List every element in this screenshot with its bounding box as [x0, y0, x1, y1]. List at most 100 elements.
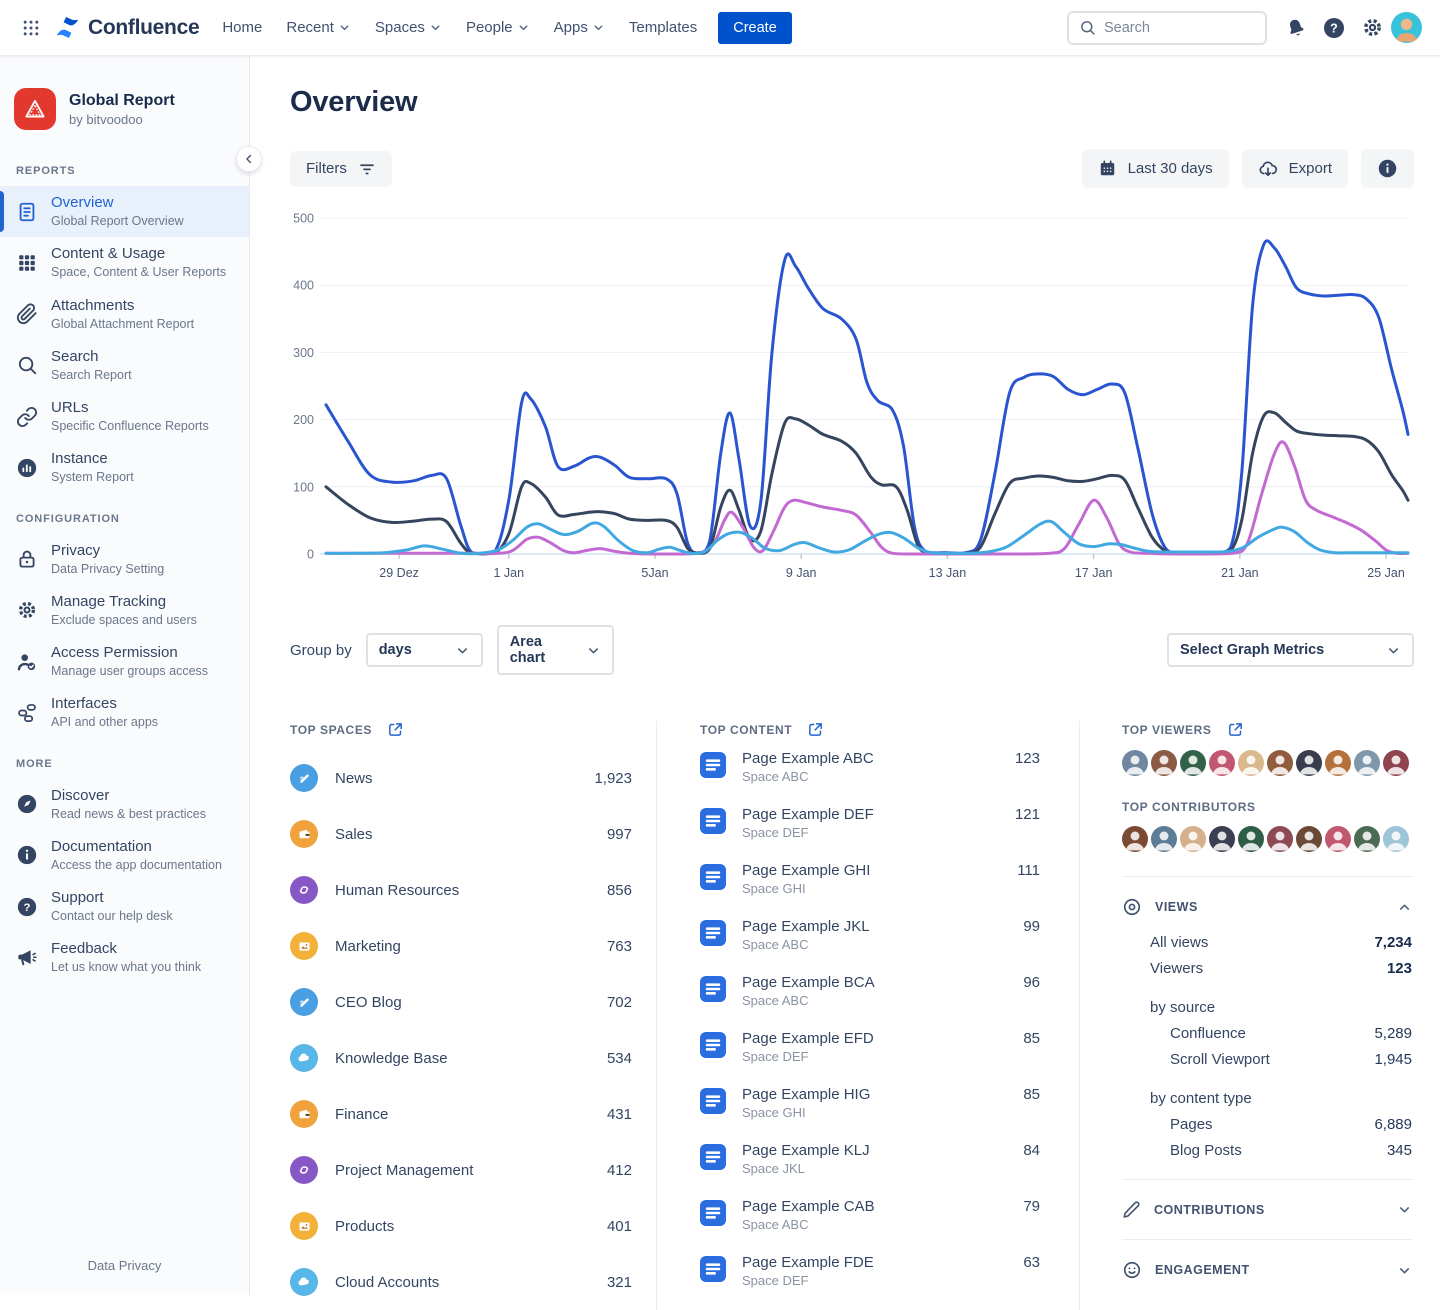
space-row-finance[interactable]: Finance 431 — [290, 1086, 632, 1142]
sidebar-item-attachments[interactable]: Attachments Global Attachment Report — [0, 289, 249, 340]
viewer-avatar[interactable] — [1209, 750, 1235, 776]
group-by-label: Group by — [290, 641, 352, 659]
external-link-icon[interactable] — [1227, 721, 1244, 738]
viewer-avatar[interactable] — [1122, 750, 1148, 776]
page-view-count: 123 — [1014, 750, 1040, 767]
contributor-avatar[interactable] — [1180, 826, 1206, 852]
content-row-page-example-bca[interactable]: Page Example BCA Space ABC 96 — [700, 974, 1040, 1030]
content-row-page-example-def[interactable]: Page Example DEF Space DEF 121 — [700, 806, 1040, 862]
contributor-avatar[interactable] — [1354, 826, 1380, 852]
nav-item-recent[interactable]: Recent — [275, 11, 362, 44]
sidebar-item-content-usage[interactable]: Content & Usage Space, Content & User Rep… — [0, 237, 249, 288]
page-title: Page Example KLJ — [742, 1142, 870, 1159]
space-icon-news — [290, 764, 318, 792]
sidebar-item-feedback[interactable]: Feedback Let us know what you think — [0, 932, 249, 983]
space-row-news[interactable]: News 1,923 — [290, 750, 632, 806]
sidebar-item-overview[interactable]: Overview Global Report Overview — [0, 186, 249, 238]
page-title: Overview — [290, 86, 418, 118]
space-row-ceo-blog[interactable]: CEO Blog 702 — [290, 974, 632, 1030]
chevron-down-icon — [429, 21, 442, 34]
sidebar-item-discover[interactable]: Discover Read news & best practices — [0, 779, 249, 830]
viewer-avatar[interactable] — [1267, 750, 1293, 776]
contributor-avatar[interactable] — [1383, 826, 1409, 852]
viewer-avatar[interactable] — [1325, 750, 1351, 776]
viewer-avatar[interactable] — [1296, 750, 1322, 776]
viewer-avatar[interactable] — [1180, 750, 1206, 776]
space-view-count: 321 — [606, 1273, 632, 1291]
export-button[interactable]: Export — [1241, 149, 1348, 188]
viewer-avatar[interactable] — [1383, 750, 1409, 776]
space-row-products[interactable]: Products 401 — [290, 1198, 632, 1254]
contributor-avatar[interactable] — [1267, 826, 1293, 852]
contributor-avatar[interactable] — [1209, 826, 1235, 852]
sidebar-item-search[interactable]: Search Search Report — [0, 340, 249, 391]
document-icon — [16, 201, 38, 223]
app-switcher-icon[interactable] — [14, 11, 48, 45]
search-box[interactable] — [1067, 10, 1267, 45]
chart-type-select[interactable]: Area chart — [496, 625, 614, 675]
contributor-avatar[interactable] — [1122, 826, 1148, 852]
contributor-avatar[interactable] — [1325, 826, 1351, 852]
contributions-panel-header[interactable]: CONTRIBUTIONS — [1122, 1196, 1412, 1223]
notifications-button[interactable] — [1277, 9, 1315, 47]
sidebar-item-documentation[interactable]: Documentation Access the app documentatio… — [0, 830, 249, 881]
nav-item-people[interactable]: People — [455, 11, 541, 44]
search-input[interactable] — [1104, 19, 1244, 36]
engagement-panel-header[interactable]: ENGAGEMENT — [1122, 1256, 1412, 1284]
nav-item-templates[interactable]: Templates — [628, 19, 698, 36]
top-content-column: TOP CONTENT Page Example ABC Space ABC 123… — [700, 721, 1040, 1310]
sidebar-item-privacy[interactable]: Privacy Data Privacy Setting — [0, 534, 249, 585]
contributor-avatar[interactable] — [1296, 826, 1322, 852]
sidebar-item-interfaces[interactable]: Interfaces API and other apps — [0, 687, 249, 738]
info-button[interactable] — [1361, 149, 1414, 188]
nav-item-apps[interactable]: Apps — [543, 11, 616, 44]
space-row-project-management[interactable]: Project Management 412 — [290, 1142, 632, 1198]
nav-item-spaces[interactable]: Spaces — [364, 11, 453, 44]
space-icon-sales — [290, 820, 318, 848]
space-row-marketing[interactable]: Marketing 763 — [290, 918, 632, 974]
viewer-avatar[interactable] — [1354, 750, 1380, 776]
create-button[interactable]: Create — [718, 11, 792, 44]
sidebar-item-access-permission[interactable]: Access Permission Manage user groups acce… — [0, 636, 249, 687]
sidebar-item-manage-tracking[interactable]: Manage Tracking Exclude spaces and users — [0, 585, 249, 636]
space-row-human-resources[interactable]: Human Resources 856 — [290, 862, 632, 918]
content-row-page-example-hig[interactable]: Page Example HIG Space GHI 85 — [700, 1086, 1040, 1142]
date-range-button[interactable]: Last 30 days — [1081, 149, 1229, 188]
profile-avatar[interactable] — [1391, 12, 1422, 43]
external-link-icon[interactable] — [387, 721, 404, 738]
content-row-page-example-efd[interactable]: Page Example EFD Space DEF 85 — [700, 1030, 1040, 1086]
sidebar-item-urls[interactable]: URLs Specific Confluence Reports — [0, 391, 249, 442]
filters-button[interactable]: Filters — [290, 150, 392, 187]
space-row-cloud-accounts[interactable]: Cloud Accounts 321 — [290, 1254, 632, 1310]
content-row-page-example-ghi[interactable]: Page Example GHI Space GHI 111 — [700, 862, 1040, 918]
sidebar-collapse-button[interactable] — [236, 146, 262, 172]
graph-metrics-select[interactable]: Select Graph Metrics — [1167, 633, 1414, 667]
content-row-page-example-jkl[interactable]: Page Example JKL Space ABC 99 — [700, 918, 1040, 974]
contributor-avatar[interactable] — [1151, 826, 1177, 852]
content-row-page-example-klj[interactable]: Page Example KLJ Space JKL 84 — [700, 1142, 1040, 1198]
viewer-avatar[interactable] — [1151, 750, 1177, 776]
app-subtitle: by bitvoodoo — [69, 111, 143, 127]
group-by-select[interactable]: days — [365, 633, 483, 667]
nav-item-home[interactable]: Home — [222, 19, 263, 36]
sidebar-item-support[interactable]: ? Support Contact our help desk — [0, 881, 249, 932]
contributor-avatar[interactable] — [1238, 826, 1264, 852]
settings-button[interactable] — [1353, 9, 1391, 47]
sidebar-item-instance[interactable]: Instance System Report — [0, 442, 249, 493]
space-view-count: 856 — [606, 881, 632, 899]
content-row-page-example-abc[interactable]: Page Example ABC Space ABC 123 — [700, 750, 1040, 806]
question-circle-icon: ? — [16, 896, 38, 918]
space-row-sales[interactable]: Sales 997 — [290, 806, 632, 862]
content-row-page-example-cab[interactable]: Page Example CAB Space ABC 79 — [700, 1198, 1040, 1254]
viewer-avatar[interactable] — [1238, 750, 1264, 776]
external-link-icon[interactable] — [807, 721, 824, 738]
svg-text:?: ? — [24, 902, 31, 914]
space-row-knowledge-base[interactable]: Knowledge Base 534 — [290, 1030, 632, 1086]
svg-text:9 Jan: 9 Jan — [786, 566, 817, 580]
views-panel-header[interactable]: VIEWS — [1122, 893, 1412, 921]
page-space: Space GHI — [742, 1105, 806, 1120]
confluence-logo[interactable]: Confluence — [54, 14, 200, 41]
data-privacy-link[interactable]: Data Privacy — [87, 1258, 162, 1273]
content-row-page-example-fde[interactable]: Page Example FDE Space DEF 63 — [700, 1254, 1040, 1310]
help-button[interactable]: ? — [1315, 9, 1353, 47]
